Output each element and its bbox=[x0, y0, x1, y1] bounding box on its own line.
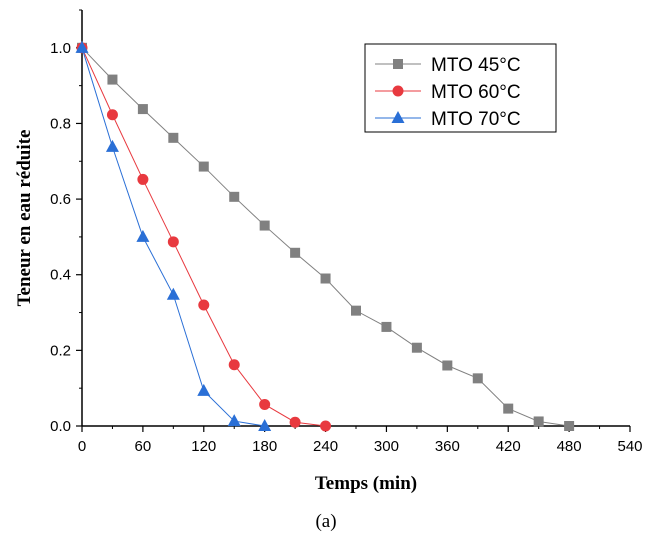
data-point bbox=[228, 359, 240, 371]
data-point bbox=[351, 305, 361, 316]
data-point bbox=[289, 416, 301, 428]
data-point bbox=[137, 173, 149, 185]
data-point bbox=[136, 229, 150, 242]
data-point bbox=[198, 161, 209, 172]
data-point bbox=[166, 287, 180, 300]
data-point bbox=[227, 414, 241, 427]
y-axis-title: Teneur en eau réduite bbox=[14, 130, 35, 307]
y-tick-label: 0.8 bbox=[50, 115, 71, 132]
series-line bbox=[81, 47, 326, 427]
axes: 0 60 120 180 240 300 360 420 480 540 0.0 0.2 0.4 0.6 0… bbox=[50, 9, 643, 455]
data-point bbox=[105, 139, 119, 152]
legend-item: MTO 70°C bbox=[375, 109, 521, 130]
data-point bbox=[442, 360, 453, 371]
data-point bbox=[259, 398, 271, 410]
x-tick-label: 120 bbox=[191, 438, 216, 455]
data-point bbox=[137, 104, 148, 115]
y-tick-label: 0.4 bbox=[50, 267, 71, 284]
data-point bbox=[258, 419, 272, 431]
x-tick-label: 60 bbox=[135, 438, 152, 455]
x-tick-label: 480 bbox=[557, 438, 582, 455]
data-point bbox=[564, 421, 575, 431]
legend-marker bbox=[393, 59, 403, 69]
legend-marker bbox=[392, 85, 404, 97]
data-point bbox=[320, 273, 331, 284]
x-tick-label: 240 bbox=[313, 438, 338, 455]
data-point bbox=[290, 247, 301, 258]
data-point bbox=[533, 416, 544, 427]
data-point bbox=[107, 74, 118, 85]
data-point bbox=[259, 220, 270, 231]
data-point bbox=[197, 383, 211, 396]
y-tick-label: 0.0 bbox=[50, 418, 71, 435]
x-tick-label: 540 bbox=[617, 438, 642, 455]
legend-item: MTO 45°C bbox=[375, 55, 521, 76]
data-point bbox=[472, 373, 483, 384]
data-point bbox=[75, 40, 89, 53]
data-point bbox=[503, 403, 514, 414]
data-point bbox=[411, 342, 422, 353]
data-point bbox=[198, 299, 210, 311]
legend-label: MTO 45°C bbox=[431, 55, 521, 76]
series-3 bbox=[75, 40, 272, 431]
legend-label: MTO 60°C bbox=[431, 82, 521, 103]
data-point bbox=[168, 132, 179, 143]
data-point bbox=[167, 236, 179, 248]
data-point bbox=[381, 321, 392, 332]
x-axis-title: Temps (min) bbox=[315, 473, 417, 494]
x-tick-label: 0 bbox=[78, 438, 86, 455]
y-tick-label: 0.2 bbox=[50, 342, 71, 359]
y-tick-label: 1.0 bbox=[50, 40, 71, 57]
legend-marker bbox=[391, 111, 405, 123]
data-point bbox=[106, 109, 118, 121]
figure-caption: (a) bbox=[315, 511, 336, 532]
y-tick-label: 0.6 bbox=[50, 191, 71, 208]
x-tick-label: 360 bbox=[435, 438, 460, 455]
data-point bbox=[320, 420, 332, 432]
legend: MTO 45°C MTO 60°C MTO 70°C bbox=[364, 43, 557, 133]
x-tick-label: 300 bbox=[374, 438, 399, 455]
series-group bbox=[75, 40, 575, 432]
data-point bbox=[229, 191, 240, 202]
legend-item: MTO 60°C bbox=[375, 82, 521, 103]
x-tick-label: 180 bbox=[252, 438, 277, 455]
series-2 bbox=[76, 42, 332, 432]
legend-label: MTO 70°C bbox=[431, 109, 521, 130]
x-tick-label: 420 bbox=[496, 438, 521, 455]
